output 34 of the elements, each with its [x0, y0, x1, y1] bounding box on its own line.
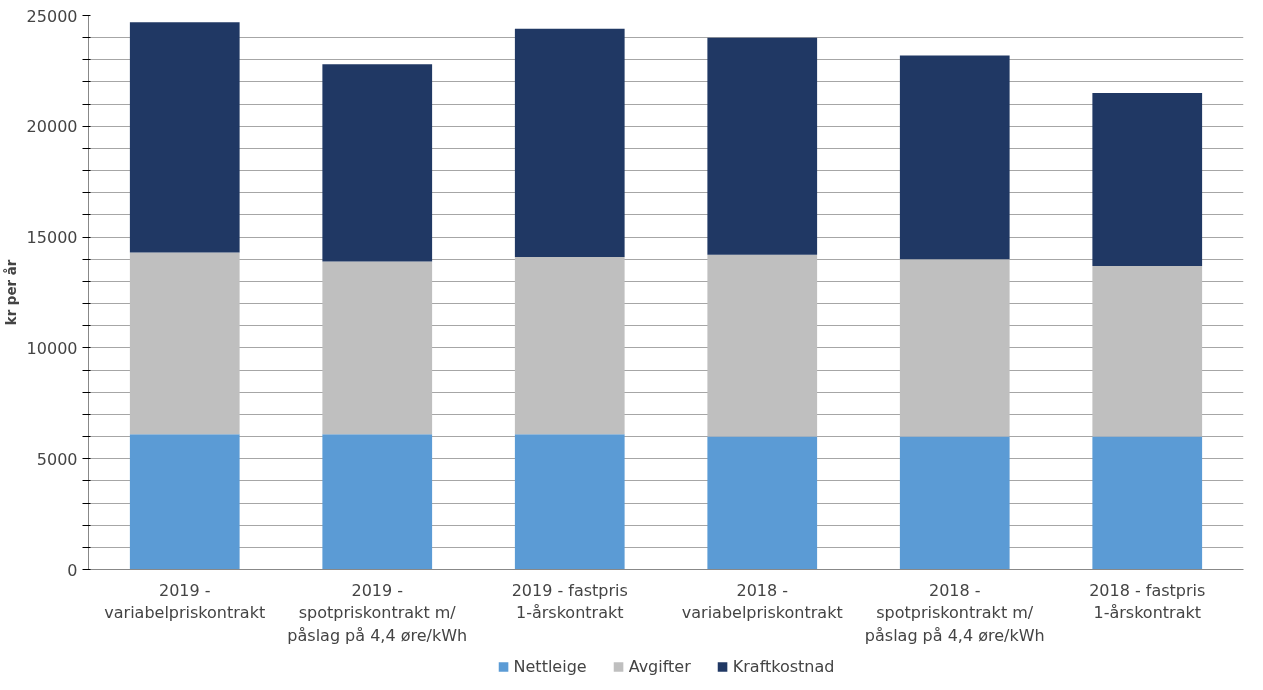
bar — [322, 261, 433, 435]
y-tick-label: 20000 — [26, 117, 78, 137]
bar — [707, 254, 818, 437]
x-tick-label: 2019 - variabelpriskontrakt — [104, 580, 266, 623]
bar — [707, 436, 818, 570]
bar — [514, 434, 625, 570]
bar — [129, 252, 240, 435]
x-tick-label: 2018 - spotpriskontrakt m/ påslag på 4,4 øre/kWh — [864, 580, 1045, 646]
legend-label: Nettleige — [513, 656, 587, 676]
legend-label: Avgifter — [628, 656, 691, 676]
bar — [899, 259, 1010, 437]
bar — [1092, 93, 1203, 266]
y-tick-label: 25000 — [26, 6, 78, 26]
y-tick-label: 0 — [67, 560, 78, 580]
x-tick-label: 2018 - variabelpriskontrakt — [681, 580, 843, 623]
bar — [899, 55, 1010, 260]
bar — [514, 28, 625, 258]
y-tick-label: 10000 — [26, 338, 78, 358]
y-axis-title: kr per år — [2, 259, 19, 326]
y-tick-label: 15000 — [26, 228, 78, 248]
x-tick-label: 2019 - fastpris 1-årskontrakt — [511, 580, 628, 623]
bar — [129, 22, 240, 253]
bar — [1092, 436, 1203, 570]
y-tick-label: 5000 — [36, 449, 78, 469]
bar — [707, 37, 818, 255]
bar — [1092, 265, 1203, 437]
bar — [514, 257, 625, 435]
legend-label: Kraftkostnad — [732, 656, 835, 676]
bar — [322, 434, 433, 570]
bar — [129, 434, 240, 570]
bar — [322, 64, 433, 262]
bar — [899, 436, 1010, 570]
x-tick-label: 2018 - fastpris 1-årskontrakt — [1089, 580, 1206, 623]
x-tick-label: 2019 - spotpriskontrakt m/ påslag på 4,4 øre/kWh — [287, 580, 468, 646]
